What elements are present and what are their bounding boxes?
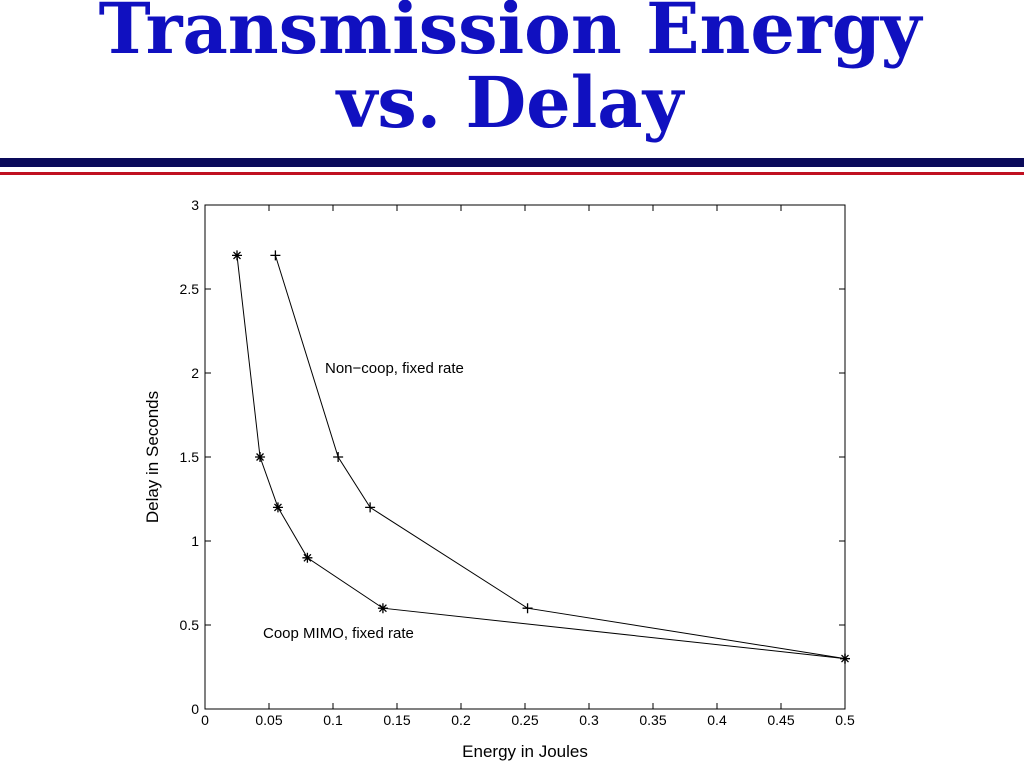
point-marker xyxy=(840,653,850,664)
y-tick-label: 3 xyxy=(191,197,199,213)
x-tick-label: 0.35 xyxy=(639,712,666,728)
plot-frame xyxy=(204,204,846,710)
series-label: Coop MIMO, fixed rate xyxy=(263,625,414,642)
series-line xyxy=(236,255,846,660)
x-tick-label: 0.45 xyxy=(767,712,794,728)
y-tick-label: 1 xyxy=(191,533,199,549)
point-marker xyxy=(272,502,283,513)
x-tick-label: 0.05 xyxy=(255,712,282,728)
slide-title: Transmission Energy vs. Delay xyxy=(98,0,922,144)
point-marker xyxy=(255,452,266,462)
point-marker xyxy=(377,603,388,614)
y-tick-label: 0 xyxy=(191,701,199,717)
x-axis-label: Energy in Joules xyxy=(462,742,588,761)
y-tick-label: 0.5 xyxy=(180,617,200,633)
divider-dark xyxy=(0,158,1024,167)
x-tick-label: 0.3 xyxy=(579,712,599,728)
point-marker xyxy=(522,603,533,614)
y-axis-label: Delay in Seconds xyxy=(143,391,162,523)
y-tick-label: 2.5 xyxy=(180,281,200,297)
divider-red xyxy=(0,172,1024,175)
point-marker xyxy=(232,250,242,261)
x-tick-label: 0 xyxy=(201,712,209,728)
y-tick-label: 1.5 xyxy=(180,449,200,465)
x-tick-label: 0.1 xyxy=(323,712,343,728)
x-tick-label: 0.5 xyxy=(835,712,855,728)
point-marker xyxy=(302,552,313,563)
point-marker xyxy=(333,452,344,462)
point-marker xyxy=(365,502,376,513)
x-tick-label: 0.15 xyxy=(383,712,410,728)
series-label: Non−coop, fixed rate xyxy=(325,360,464,377)
x-tick-label: 0.4 xyxy=(707,712,727,728)
divider-gap xyxy=(0,167,1024,169)
point-marker xyxy=(270,250,281,261)
x-tick-label: 0.25 xyxy=(511,712,538,728)
x-tick-label: 0.2 xyxy=(451,712,471,728)
y-tick-label: 2 xyxy=(191,365,199,381)
